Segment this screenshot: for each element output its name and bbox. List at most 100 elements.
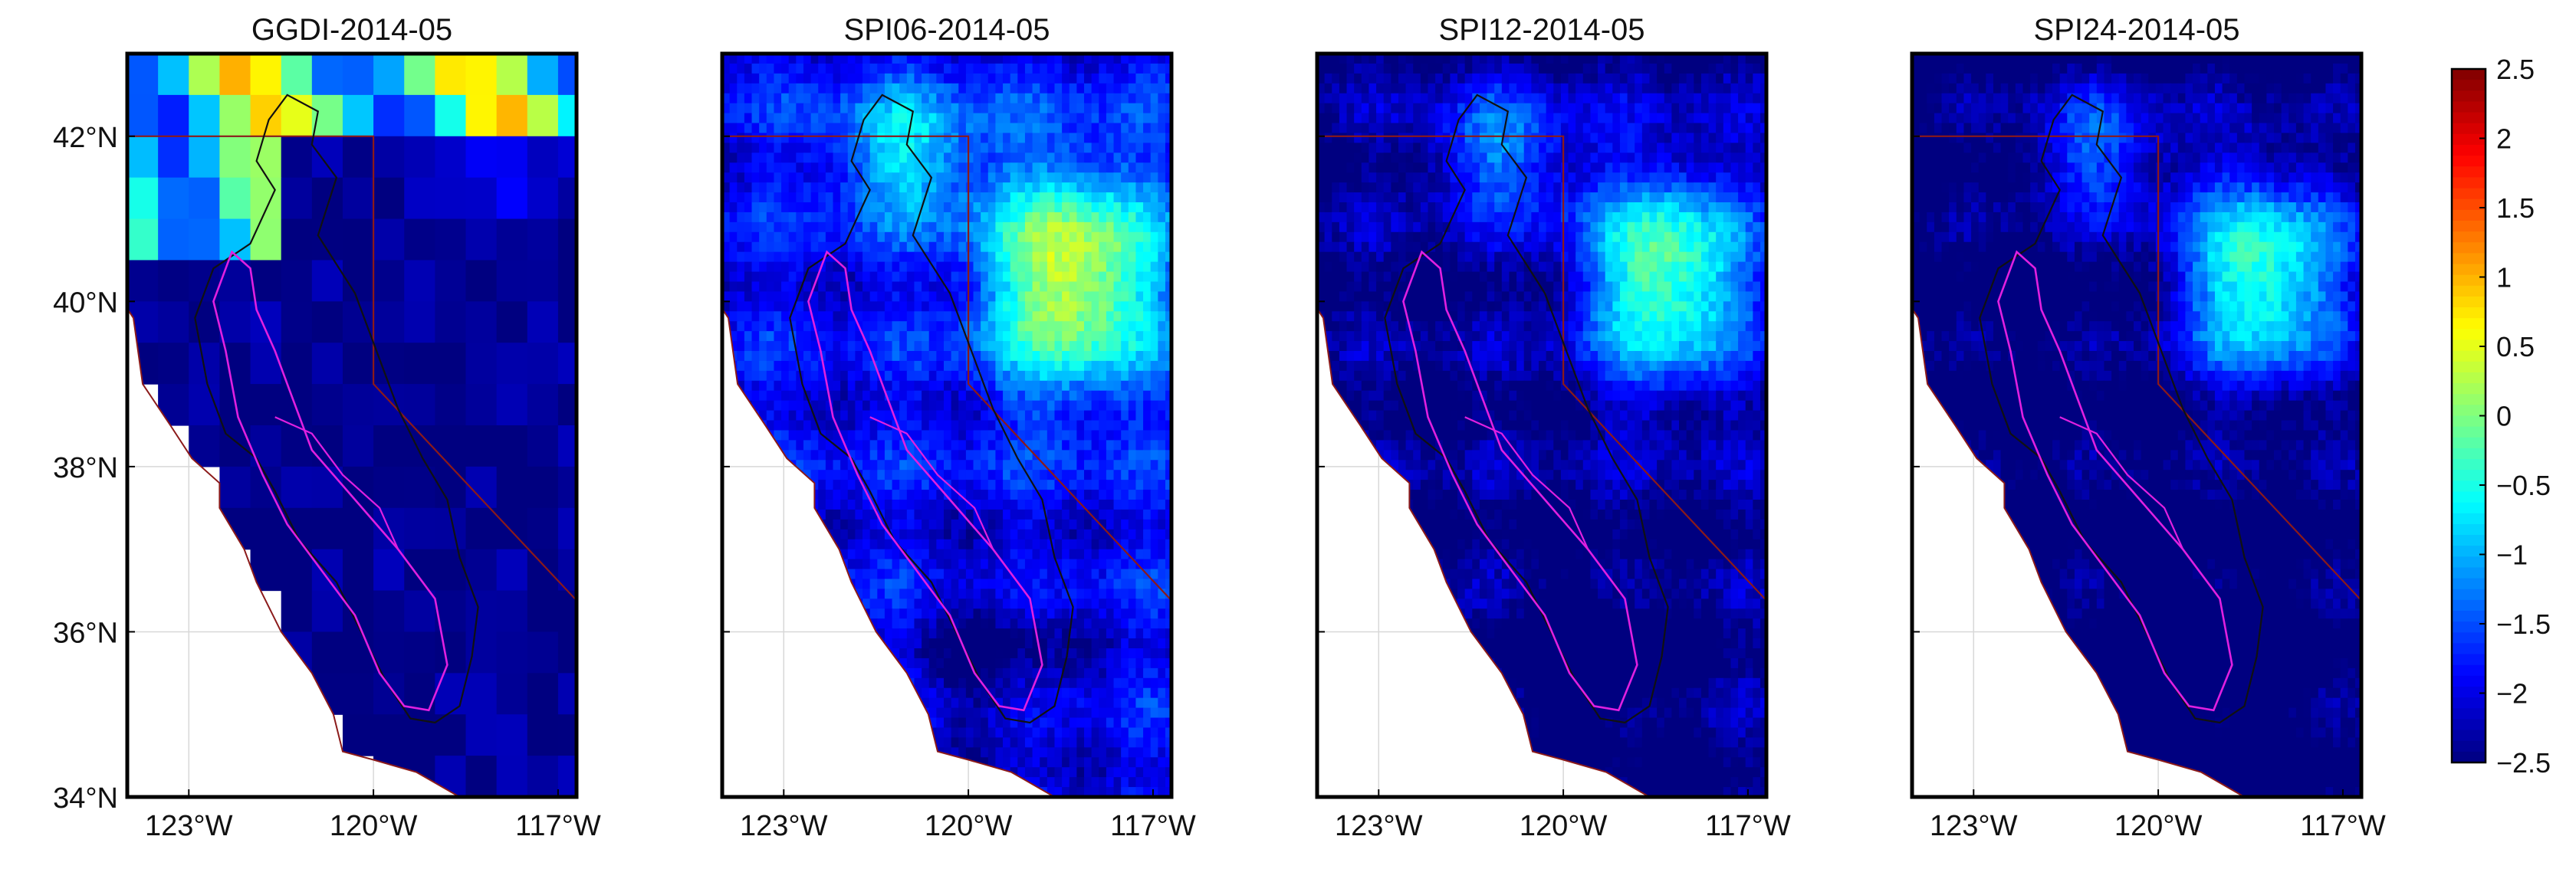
raster-cell [840, 222, 848, 233]
raster-cell [1084, 113, 1092, 124]
latitude-tick-label: 42°N [53, 122, 118, 154]
raster-cell [1135, 777, 1143, 788]
raster-cell [737, 311, 744, 322]
raster-cell [848, 559, 856, 570]
raster-cell [1129, 628, 1136, 639]
raster-cell [1047, 658, 1055, 669]
raster-cell [833, 301, 840, 312]
raster-cell [1151, 638, 1158, 649]
raster-cell [892, 628, 900, 639]
raster-cell [1084, 103, 1092, 114]
raster-cell [1099, 212, 1106, 223]
raster-cell [1151, 539, 1158, 550]
raster-cell [995, 222, 1003, 233]
raster-cell [1040, 232, 1047, 243]
raster-cell [1076, 510, 1084, 520]
raster-cell [1054, 212, 1062, 223]
raster-cell [1135, 222, 1143, 233]
raster-cell [914, 172, 922, 183]
raster-cell [730, 172, 738, 183]
raster-cell [737, 262, 744, 273]
raster-cell [826, 470, 833, 480]
raster-cell [1054, 103, 1062, 114]
raster-cell [892, 500, 900, 510]
raster-cell [774, 341, 781, 352]
raster-cell [892, 212, 900, 223]
raster-cell [951, 192, 959, 203]
raster-cell [907, 331, 915, 342]
raster-cell [826, 133, 833, 143]
raster-cell [1017, 559, 1025, 570]
raster-cell [1062, 510, 1070, 520]
raster-cell [929, 668, 937, 679]
raster-cell [988, 440, 996, 451]
raster-cell [1106, 202, 1114, 213]
grid-cell [466, 673, 498, 714]
raster-cell [833, 182, 840, 193]
raster-cell [1092, 678, 1099, 689]
raster-cell [848, 411, 856, 421]
grid-cell [466, 714, 498, 756]
raster-cell [1121, 589, 1129, 599]
raster-cell [767, 411, 774, 421]
raster-cell [885, 301, 892, 312]
raster-cell [1084, 668, 1092, 679]
raster-cell [1062, 74, 1070, 84]
raster-cell [1033, 222, 1040, 233]
raster-cell [1129, 450, 1136, 461]
raster-cell [744, 74, 752, 84]
raster-cell [1158, 430, 1165, 441]
raster-cell [966, 579, 974, 589]
raster-cell [730, 262, 738, 273]
raster-cell [1054, 262, 1062, 273]
raster-cell [951, 212, 959, 223]
raster-cell [1054, 530, 1062, 540]
raster-cell [988, 341, 996, 352]
raster-cell [1025, 569, 1033, 580]
raster-cell [1151, 510, 1158, 520]
raster-cell [929, 638, 937, 649]
grid-cell [404, 54, 435, 95]
raster-cell [796, 202, 803, 213]
raster-cell [1003, 411, 1010, 421]
raster-cell [730, 232, 738, 243]
raster-cell [818, 232, 826, 243]
grid-cell [281, 95, 313, 136]
raster-cell [1054, 589, 1062, 599]
raster-cell [840, 123, 848, 134]
grid-cell [558, 467, 590, 508]
raster-cell [870, 549, 878, 560]
raster-cell [1010, 638, 1018, 649]
raster-cell [1084, 688, 1092, 699]
raster-cell [1099, 103, 1106, 114]
raster-cell [744, 133, 752, 143]
raster-cell [988, 520, 996, 530]
raster-cell [885, 331, 892, 342]
raster-cell [995, 232, 1003, 243]
raster-cell [1158, 84, 1165, 94]
raster-cell [840, 421, 848, 431]
raster-cell [907, 470, 915, 480]
raster-cell [1151, 103, 1158, 114]
raster-cell [848, 421, 856, 431]
raster-cell [744, 182, 752, 193]
raster-cell [818, 301, 826, 312]
raster-cell [995, 480, 1003, 490]
raster-cell [974, 628, 981, 639]
raster-cell [1135, 123, 1143, 134]
raster-cell [1143, 272, 1151, 283]
raster-cell [944, 668, 951, 679]
raster-cell [1040, 559, 1047, 570]
raster-cell [995, 192, 1003, 203]
grid-cell [435, 425, 466, 467]
raster-cell [974, 539, 981, 550]
raster-cell [767, 74, 774, 84]
raster-cell [1143, 421, 1151, 431]
raster-cell [966, 281, 974, 292]
raster-cell [1047, 727, 1055, 738]
raster-cell [774, 182, 781, 193]
raster-cell [1076, 301, 1084, 312]
raster-cell [1070, 74, 1077, 84]
raster-cell [936, 648, 944, 659]
raster-cell [885, 440, 892, 451]
